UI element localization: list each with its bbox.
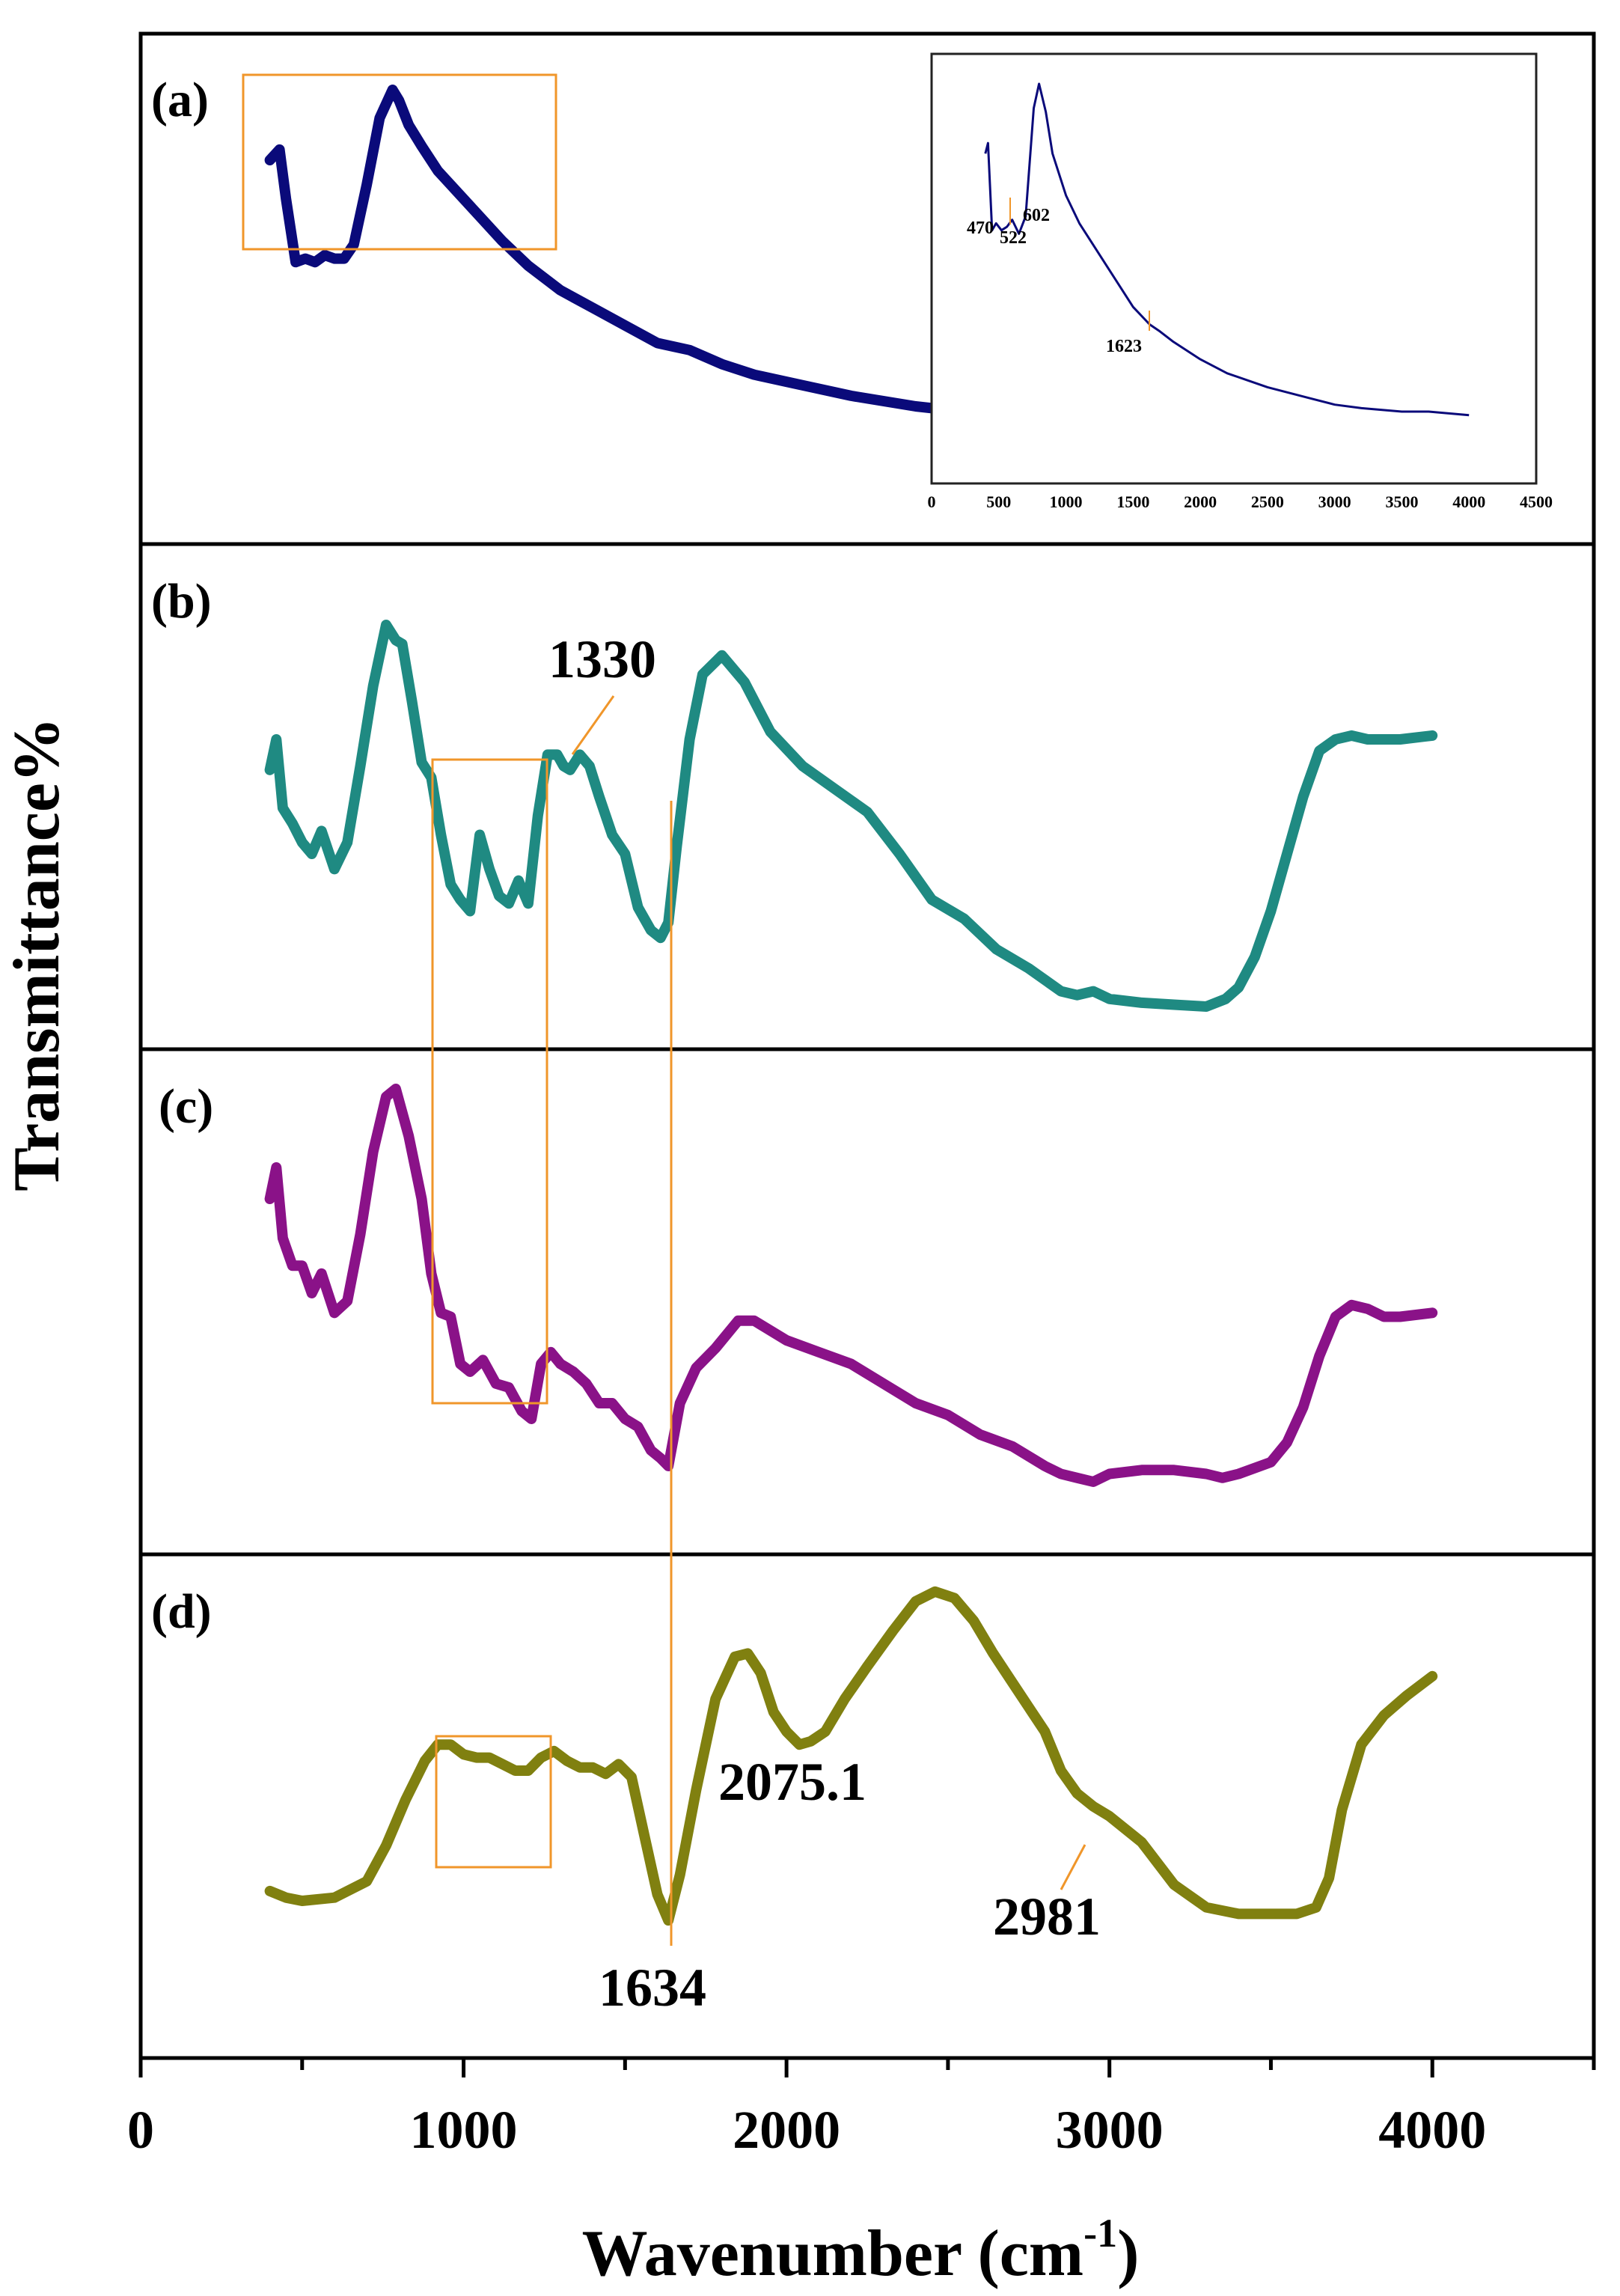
- inset-tick-label: 2000: [1184, 492, 1217, 511]
- series-line-d: [264, 1586, 1438, 1926]
- annotation-2981: 2981: [993, 1887, 1101, 1947]
- inset-tick-label: 500: [986, 492, 1011, 511]
- inset-tick-label: 2500: [1251, 492, 1284, 511]
- x-axis-label-main: Wavenumber (cm: [582, 2217, 1084, 2290]
- panel-label-c: (c): [159, 1079, 213, 1134]
- highlight-box-b: [431, 758, 548, 1405]
- panel-label-b: (b): [151, 574, 212, 629]
- inset-peak-602: 602: [1023, 206, 1050, 225]
- x-axis-label-close: ): [1117, 2217, 1139, 2290]
- annotation-leader-2981: [1060, 1844, 1086, 1890]
- inset-tick-label: 1500: [1116, 492, 1149, 511]
- panel-c-frame: [138, 1047, 1596, 1557]
- highlight-box-d: [435, 1735, 552, 1869]
- inset-peak-522: 522: [1000, 228, 1027, 248]
- annotation-leader-1330: [571, 695, 615, 755]
- x-tick-label: 3000: [1056, 2100, 1164, 2160]
- annotation-1634: 1634: [599, 1958, 706, 2018]
- annotation-2075: 2075.1: [718, 1752, 866, 1812]
- x-tick-label: 1000: [410, 2100, 518, 2160]
- inset-tick-label: 3000: [1318, 492, 1351, 511]
- inset-frame: [930, 52, 1538, 485]
- inset-tick-label: 4500: [1520, 492, 1553, 511]
- series-line-a: [264, 85, 985, 419]
- panel-label-a: (a): [151, 73, 209, 127]
- annotation-1330: 1330: [548, 629, 656, 689]
- x-tick-label: 0: [127, 2100, 154, 2160]
- x-tick-label: 4000: [1378, 2100, 1486, 2160]
- x-tick-label: 2000: [733, 2100, 840, 2160]
- inset-tick-label: 4000: [1452, 492, 1485, 511]
- x-axis-label: Wavenumber (cm-1): [582, 2211, 1140, 2290]
- inset-tick-label: 1000: [1050, 492, 1083, 511]
- inset-tick-label: 3500: [1385, 492, 1418, 511]
- inset-peak-1623: 1623: [1106, 337, 1142, 356]
- series-line-c: [264, 1084, 1438, 1487]
- x-axis-label-sup: -1: [1083, 2211, 1117, 2256]
- inset-tick-label: 0: [928, 492, 936, 511]
- inset-series-line: [984, 82, 1470, 417]
- highlight-box-a: [242, 73, 557, 251]
- y-axis-label: Transmittance%: [1, 717, 73, 1191]
- inset-peak-470: 470: [967, 219, 994, 238]
- panel-label-d: (d): [151, 1584, 212, 1639]
- panel-d-frame: [138, 1552, 1596, 2060]
- series-line-b: [264, 620, 1438, 1012]
